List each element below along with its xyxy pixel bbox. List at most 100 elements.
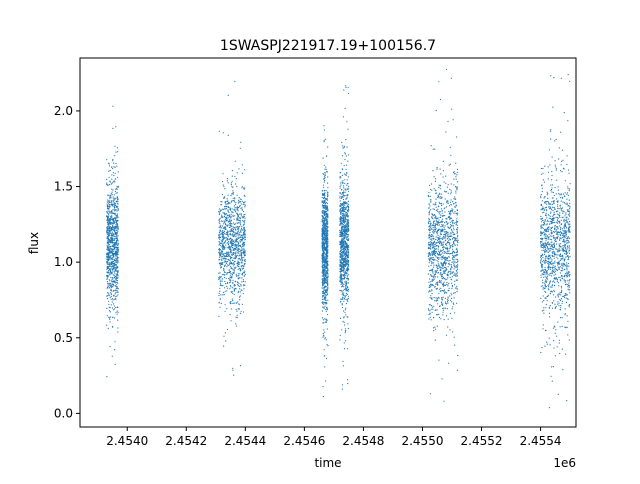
- data-point: [442, 282, 444, 284]
- data-point: [231, 193, 233, 195]
- data-point: [451, 220, 453, 223]
- data-point: [239, 224, 242, 226]
- data-point: [239, 273, 241, 275]
- data-point: [451, 265, 453, 268]
- data-point: [323, 306, 325, 308]
- data-point: [232, 279, 234, 281]
- data-point: [223, 247, 225, 249]
- data-point: [229, 279, 231, 281]
- data-point: [111, 226, 114, 228]
- data-point: [341, 219, 343, 221]
- data-point: [450, 224, 452, 226]
- data-point: [107, 286, 109, 288]
- data-point: [433, 259, 435, 261]
- data-point: [446, 206, 448, 208]
- data-point: [345, 302, 347, 305]
- data-point: [343, 261, 345, 263]
- data-point: [431, 306, 434, 308]
- data-point: [342, 320, 344, 322]
- data-point: [232, 233, 234, 235]
- data-point: [219, 264, 221, 266]
- data-point: [232, 226, 234, 228]
- data-point: [340, 282, 342, 284]
- data-point: [106, 287, 108, 289]
- data-point: [342, 360, 344, 363]
- data-point: [322, 334, 325, 336]
- data-point: [224, 290, 226, 292]
- data-point: [238, 217, 240, 219]
- data-point: [325, 215, 328, 217]
- data-point: [106, 278, 108, 281]
- data-point: [432, 253, 434, 255]
- data-point: [112, 198, 114, 200]
- data-point: [221, 280, 223, 282]
- data-point: [444, 261, 446, 263]
- data-point: [324, 305, 326, 307]
- data-point: [343, 185, 345, 187]
- data-point: [112, 212, 114, 214]
- data-point: [325, 270, 327, 272]
- data-point: [237, 222, 239, 224]
- data-point: [234, 208, 236, 210]
- data-point: [347, 200, 349, 202]
- data-point: [453, 229, 455, 231]
- data-point: [106, 248, 108, 250]
- data-point: [429, 283, 431, 285]
- data-point: [225, 283, 227, 285]
- data-point: [228, 202, 230, 204]
- data-point: [347, 226, 349, 228]
- data-point: [447, 326, 449, 328]
- data-point: [237, 263, 239, 265]
- data-point: [325, 252, 327, 254]
- data-point: [326, 214, 328, 216]
- data-point: [325, 155, 328, 157]
- data-point: [111, 236, 113, 238]
- data-point: [452, 223, 454, 225]
- data-point: [434, 214, 436, 217]
- data-point: [447, 285, 449, 287]
- data-point: [321, 287, 323, 289]
- data-point: [323, 228, 325, 230]
- data-point: [112, 277, 114, 279]
- data-point: [340, 286, 342, 288]
- data-point: [227, 236, 229, 238]
- data-point: [237, 301, 239, 303]
- data-point: [447, 284, 449, 286]
- data-point: [433, 330, 435, 332]
- data-point: [440, 229, 442, 231]
- data-point: [433, 305, 435, 307]
- data-point: [441, 196, 443, 198]
- data-point: [226, 234, 228, 236]
- data-point: [436, 298, 438, 300]
- data-point: [233, 270, 235, 272]
- data-point: [230, 286, 232, 288]
- data-point: [116, 270, 118, 272]
- data-point: [432, 284, 434, 286]
- data-point: [327, 299, 329, 301]
- data-point: [325, 294, 327, 296]
- data-point: [236, 310, 238, 312]
- data-point: [432, 272, 434, 274]
- data-point: [347, 268, 349, 270]
- data-point: [115, 233, 117, 235]
- data-point: [444, 228, 446, 230]
- data-point: [440, 226, 442, 228]
- data-point: [434, 339, 436, 341]
- data-point: [339, 176, 341, 178]
- data-point: [450, 228, 453, 231]
- data-point: [438, 288, 441, 290]
- data-point: [239, 262, 241, 264]
- data-point: [227, 215, 229, 217]
- data-point: [324, 168, 326, 170]
- data-point: [324, 199, 326, 201]
- data-point: [223, 258, 225, 260]
- data-point: [341, 388, 343, 390]
- data-point: [240, 231, 242, 233]
- data-point: [239, 213, 241, 215]
- data-point: [106, 268, 108, 270]
- data-point: [323, 236, 325, 238]
- data-point: [224, 226, 226, 228]
- data-point: [440, 193, 442, 195]
- data-point: [108, 224, 110, 226]
